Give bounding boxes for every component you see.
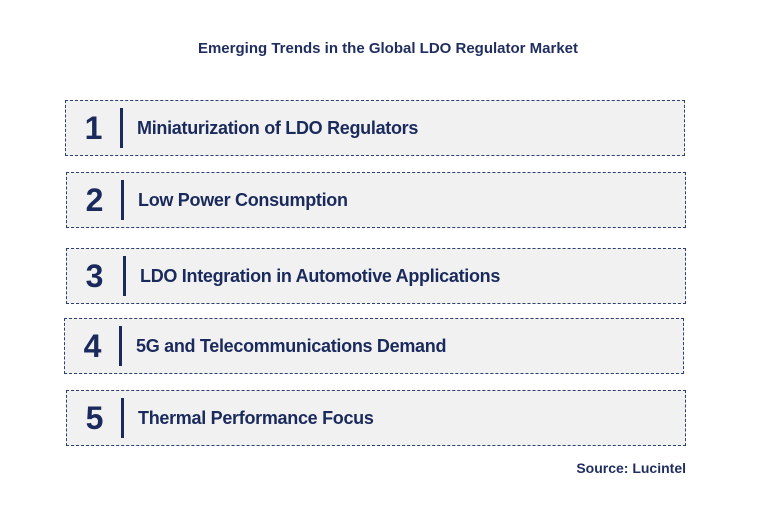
diagram-title: Emerging Trends in the Global LDO Regula… <box>197 40 579 57</box>
trend-label: 5G and Telecommunications Demand <box>136 335 447 356</box>
trend-row-5: 5 Thermal Performance Focus <box>66 390 686 446</box>
trend-row-4: 4 5G and Telecommunications Demand <box>64 318 684 374</box>
trend-label: Low Power Consumption <box>138 189 348 210</box>
source-credit: Source: Lucintel <box>576 460 686 476</box>
trend-number: 1 <box>84 109 103 146</box>
divider-bar <box>123 256 126 296</box>
trend-label: Miniaturization of LDO Regulators <box>137 117 419 138</box>
trend-number: 5 <box>85 399 104 436</box>
divider-bar <box>119 326 122 366</box>
trend-label: LDO Integration in Automotive Applicatio… <box>140 265 501 286</box>
trend-row-2: 2 Low Power Consumption <box>66 172 686 228</box>
divider-bar <box>121 180 124 220</box>
divider-bar <box>120 108 123 148</box>
trend-number: 2 <box>85 181 104 218</box>
trend-row-3: 3 LDO Integration in Automotive Applicat… <box>66 248 686 304</box>
trend-number: 4 <box>83 327 102 364</box>
trend-row-1: 1 Miniaturization of LDO Regulators <box>65 100 685 156</box>
divider-bar <box>121 398 124 438</box>
trend-label: Thermal Performance Focus <box>138 407 374 428</box>
trend-number: 3 <box>85 257 104 294</box>
